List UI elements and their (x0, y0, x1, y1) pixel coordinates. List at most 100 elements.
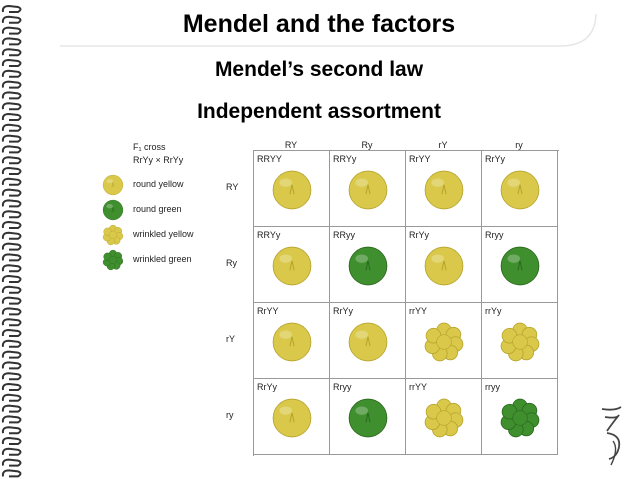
wrinkled-yellow-pea (500, 322, 540, 362)
spiral-ring (1, 328, 22, 337)
genotype-label: rrYY (409, 382, 427, 392)
legend-label: round yellow (133, 179, 184, 189)
genotype-label: RRYY (257, 154, 282, 164)
punnett-cell: RrYy (482, 151, 558, 227)
round-yellow-pea (424, 246, 464, 286)
round-yellow-pea (500, 170, 540, 210)
round-green-pea-icon (102, 199, 124, 221)
spiral-ring (1, 220, 22, 229)
column-header-ry: Ry (361, 140, 373, 150)
wrinkled-yellow-pea (424, 398, 464, 438)
legend-label: wrinkled yellow (133, 229, 194, 239)
wrinkled-green-pea-icon (102, 249, 124, 271)
spiral-ring (1, 210, 22, 219)
spiral-ring (1, 404, 22, 413)
row-header-ry: Ry (226, 258, 237, 268)
genotype-label: RRyy (333, 230, 355, 240)
genotype-label: RrYy (333, 306, 353, 316)
punnett-cell: rrYY (406, 303, 482, 379)
spiral-ring (1, 166, 22, 175)
legend-cross: RrYy × RrYy (133, 155, 184, 165)
round-yellow-pea (272, 398, 312, 438)
punnett-cell: RrYY (406, 151, 482, 227)
spiral-ring (1, 199, 22, 208)
spiral-ring (1, 253, 22, 262)
round-yellow-pea-icon (102, 174, 124, 196)
spiral-ring (1, 393, 22, 402)
spiral-ring (1, 15, 22, 24)
genotype-label: RrYY (409, 154, 431, 164)
spiral-ring (1, 102, 22, 111)
legend-cross-title: F₁ cross (133, 142, 166, 152)
round-green-pea (348, 246, 388, 286)
round-yellow-pea (348, 170, 388, 210)
row-header-ry: ry (226, 410, 234, 420)
spiral-ring (1, 123, 22, 132)
spiral-ring (1, 361, 22, 370)
spiral-ring (1, 372, 22, 381)
spiral-ring (1, 134, 22, 143)
genotype-label: RrYy (409, 230, 429, 240)
punnett-cell: rryy (482, 379, 558, 455)
spiral-ring (1, 447, 22, 456)
spiral-ring (1, 145, 22, 154)
legend-item-round-yellow: round yellow (100, 174, 230, 196)
spiral-ring (1, 382, 22, 391)
page-subtitle-secondary: Independent assortment (197, 100, 441, 123)
spiral-ring (1, 296, 22, 305)
spiral-ring (1, 231, 22, 240)
genotype-label: rrYY (409, 306, 427, 316)
round-yellow-pea (348, 322, 388, 362)
spiral-ring (1, 80, 22, 89)
spiral-ring (1, 307, 22, 316)
spiral-ring (1, 318, 22, 327)
punnett-cell: RrYy (330, 303, 406, 379)
spiral-ring (1, 274, 22, 283)
spiral-ring (1, 58, 22, 67)
wrinkled-green-pea (500, 398, 540, 438)
punnett-square: RRYY RRYy RrYY RrYy RRYy RRyy RrYy Rryy RrYY RrYy… (253, 150, 559, 456)
round-green-pea (500, 246, 540, 286)
round-yellow-pea (272, 170, 312, 210)
genotype-label: RrYy (257, 382, 277, 392)
punnett-cell: Rryy (482, 227, 558, 303)
punnett-cell: RrYy (406, 227, 482, 303)
column-header-ry: ry (515, 140, 523, 150)
genotype-label: rrYy (485, 306, 502, 316)
legend-item-wrinkled-green: wrinkled green (100, 249, 230, 271)
spiral-ring (1, 69, 22, 78)
spiral-ring (1, 264, 22, 273)
spiral-ring (1, 48, 22, 57)
genotype-label: Rryy (485, 230, 504, 240)
title-frame (60, 13, 597, 47)
spiral-ring (1, 242, 22, 251)
spiral-ring (1, 156, 22, 165)
spiral-ring (1, 177, 22, 186)
genotype-label: Rryy (333, 382, 352, 392)
wrinkled-yellow-pea-icon (102, 224, 124, 246)
spiral-binding (1, 4, 22, 478)
punnett-cell: RRYy (254, 227, 330, 303)
legend-label: wrinkled green (133, 254, 192, 264)
page-title: Mendel and the factors (182, 10, 456, 38)
spiral-ring (1, 426, 22, 435)
row-header-ry: rY (226, 334, 235, 344)
spiral-ring (1, 350, 22, 359)
genotype-label: rryy (485, 382, 500, 392)
punnett-cell: rrYy (482, 303, 558, 379)
spiral-ring (1, 458, 22, 467)
punnett-cell: RRYY (254, 151, 330, 227)
spiral-ring (1, 469, 22, 478)
spiral-ring (1, 4, 22, 13)
round-yellow-pea (272, 246, 312, 286)
page-subtitle: Mendel’s second law (214, 58, 424, 81)
punnett-cell: Rryy (330, 379, 406, 455)
spiral-ring (1, 112, 22, 121)
column-header-ry: RY (284, 140, 298, 150)
legend-label: round green (133, 204, 182, 214)
spiral-ring (1, 37, 22, 46)
spiral-ring (1, 339, 22, 348)
spiral-ring (1, 436, 22, 445)
punnett-cell: RRyy (330, 227, 406, 303)
genotype-label: RrYy (485, 154, 505, 164)
